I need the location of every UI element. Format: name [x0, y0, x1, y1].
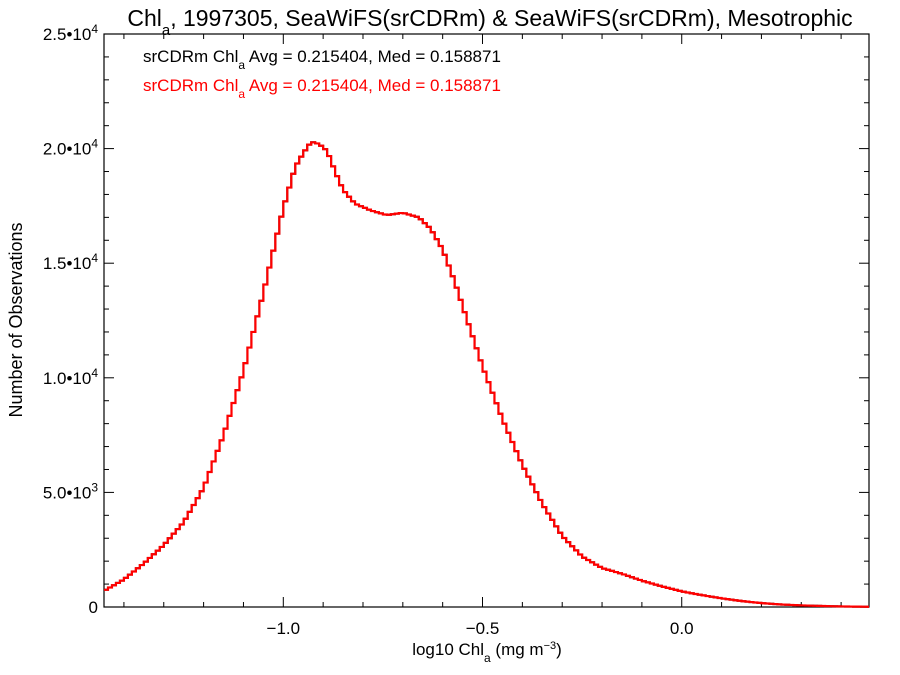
y-tick-label: 2.5•104 [43, 22, 99, 44]
y-tick-label: 0 [89, 598, 98, 617]
y-tick-label: 2.0•104 [43, 137, 99, 159]
y-tick-label: 5.0•103 [43, 480, 99, 502]
legend-entry-black: srCDRm Chla Avg = 0.215404, Med = 0.1588… [143, 47, 501, 72]
x-axis-label: log10 Chla (mg m−3) [412, 640, 562, 665]
chart-title: Chla, 1997305, SeaWiFS(srCDRm) & SeaWiFS… [127, 5, 852, 39]
y-axis-label: Number of Observations [6, 222, 26, 417]
legend-entry-red: srCDRm Chla Avg = 0.215404, Med = 0.1588… [143, 76, 501, 101]
axis-ticks: −1.0 −0.5 0.0 0 5.0•103 1.0•104 1.5•104 2.0•104… [43, 22, 869, 638]
y-tick-label: 1.0•104 [43, 366, 99, 388]
series-line-red [104, 141, 869, 608]
x-tick-label: 0.0 [670, 619, 694, 638]
x-tick-label: −0.5 [466, 619, 500, 638]
plot-area-frame [103, 33, 870, 608]
y-tick-label: 1.5•104 [43, 251, 99, 273]
x-tick-label: −1.0 [267, 619, 301, 638]
data-series [104, 141, 869, 608]
